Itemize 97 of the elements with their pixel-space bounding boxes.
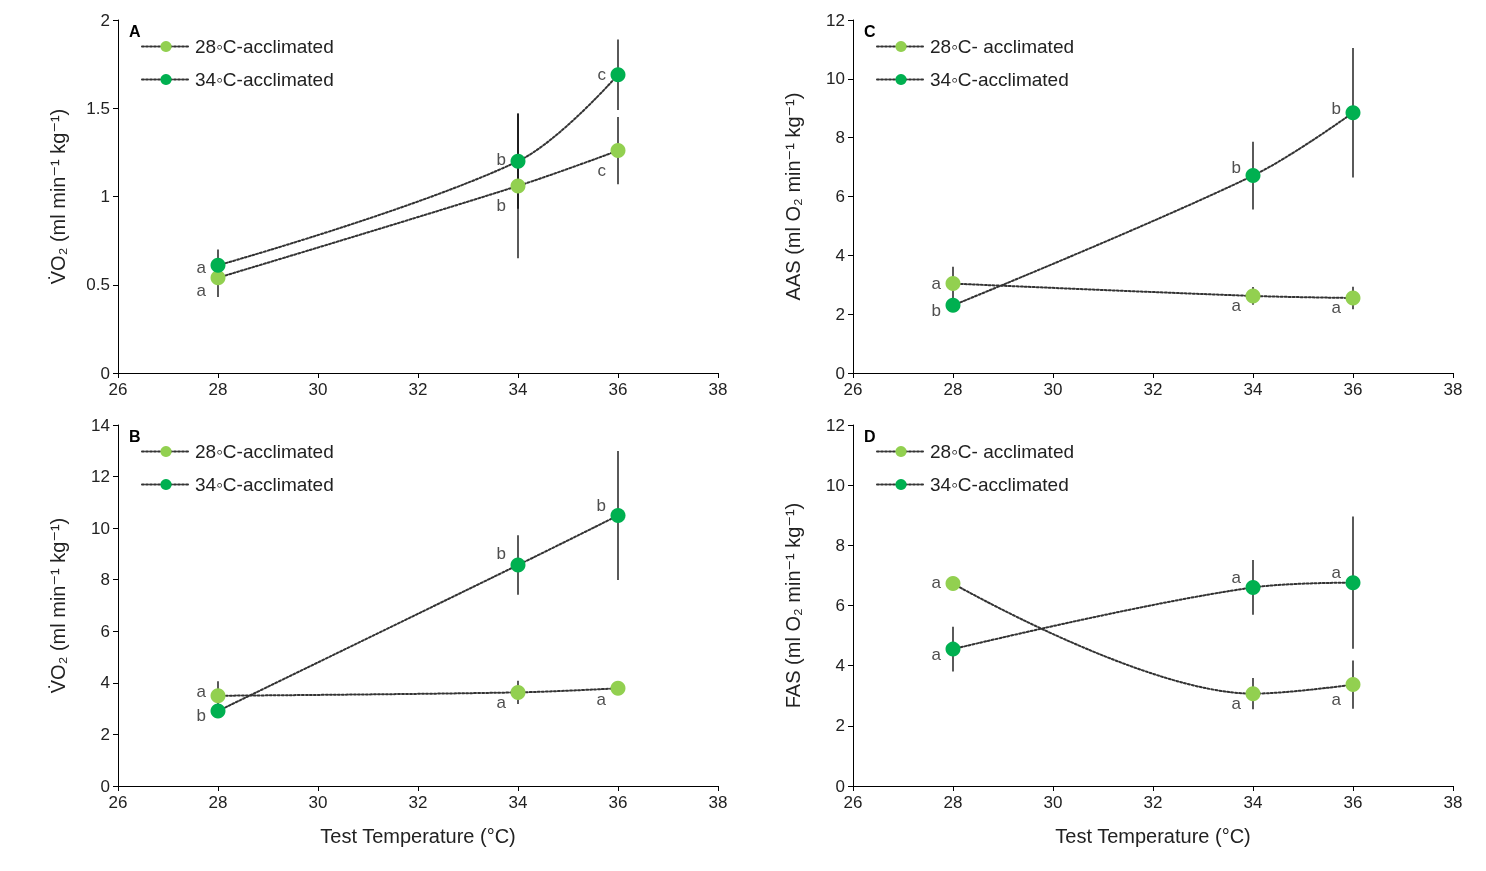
annotation: c: [597, 65, 607, 85]
x-tick-label: 30: [1043, 793, 1063, 812]
x-tick-label: 32: [408, 380, 428, 399]
chart-title: A: [129, 22, 141, 40]
y-tick-label: 10: [826, 475, 845, 495]
y-tick-label: 8: [835, 535, 845, 555]
legend-label: 28◦C-acclimated: [195, 441, 334, 462]
y-tick-label: 2: [100, 10, 110, 30]
x-tick-label: 36: [608, 793, 628, 812]
y-tick-label: 0.5: [86, 275, 110, 295]
x-tick-label: 26: [843, 380, 863, 399]
annotation: a: [196, 257, 207, 277]
x-tick-label: 32: [1143, 793, 1163, 812]
x-tick-label: 38: [708, 380, 728, 399]
y-tick-label: 12: [826, 415, 845, 435]
annotation: a: [931, 644, 942, 664]
y-tick-label: 14: [91, 415, 110, 435]
x-tick-label: 34: [1243, 793, 1263, 812]
x-tick-label: 26: [843, 793, 863, 812]
x-tick-label: 32: [408, 793, 428, 812]
x-tick-label: 26: [108, 793, 128, 812]
x-tick-label: 28: [208, 793, 228, 812]
legend-label: 34◦C-acclimated: [195, 474, 334, 495]
y-tick-label: 0: [835, 363, 845, 383]
y-tick-label: 1.5: [86, 98, 110, 118]
y-axis-title: V̇O₂ (ml min⁻¹ kg⁻¹): [47, 108, 69, 285]
x-tick-label: 34: [508, 380, 528, 399]
annotation: a: [1331, 562, 1342, 582]
x-tick-label: 38: [1443, 793, 1463, 812]
annotation: b: [496, 149, 506, 169]
y-axis-title: AAS (ml O₂ min⁻¹ kg⁻¹): [782, 92, 804, 301]
chart-title: D: [864, 427, 876, 445]
annotation: b: [596, 496, 606, 516]
x-axis-title: Test Temperature (°C): [1055, 825, 1251, 847]
y-tick-label: 6: [100, 621, 110, 641]
x-tick-label: 34: [508, 793, 528, 812]
x-axis-title: Test Temperature (°C): [320, 825, 516, 847]
x-tick-label: 30: [1043, 380, 1063, 399]
legend-label: 34◦C-acclimated: [195, 69, 334, 90]
y-tick-label: 10: [91, 518, 110, 538]
annotation: a: [1331, 690, 1342, 710]
y-tick-label: 2: [835, 716, 845, 736]
annotation: a: [931, 573, 942, 593]
x-tick-label: 30: [308, 793, 328, 812]
y-tick-label: 12: [826, 10, 845, 30]
x-tick-label: 32: [1143, 380, 1163, 399]
y-tick-label: 4: [835, 656, 845, 676]
x-tick-label: 38: [1443, 380, 1463, 399]
y-tick-label: 8: [835, 128, 845, 148]
legend-label: 34◦C-acclimated: [930, 474, 1069, 495]
y-axis-title: V̇O₂ (ml min⁻¹ kg⁻¹): [47, 517, 69, 694]
y-tick-label: 0: [835, 776, 845, 796]
y-tick-label: 0: [100, 776, 110, 796]
x-tick-label: 30: [308, 380, 328, 399]
x-tick-label: 36: [1343, 793, 1363, 812]
x-tick-label: 28: [943, 793, 963, 812]
x-tick-label: 28: [208, 380, 228, 399]
legend-label: 28◦C- acclimated: [930, 36, 1075, 57]
legend-label: 28◦C-acclimated: [195, 36, 334, 57]
annotation: a: [931, 274, 942, 294]
x-tick-label: 36: [608, 380, 628, 399]
legend-label: 34◦C-acclimated: [930, 69, 1069, 90]
y-tick-label: 12: [91, 467, 110, 487]
x-tick-label: 28: [943, 380, 963, 399]
y-tick-label: 6: [835, 596, 845, 615]
annotation: b: [931, 300, 941, 320]
annotation: b: [196, 705, 206, 725]
x-tick-label: 34: [1243, 380, 1263, 399]
chart-title: C: [864, 22, 876, 40]
x-tick-label: 38: [708, 793, 728, 812]
annotation: a: [196, 280, 207, 300]
annotation: b: [1231, 158, 1241, 178]
annotation: b: [1331, 98, 1341, 118]
x-tick-label: 36: [1343, 380, 1363, 399]
y-tick-label: 2: [835, 304, 845, 324]
y-tick-label: 6: [835, 187, 845, 206]
annotation: c: [597, 160, 607, 180]
annotation: b: [496, 195, 506, 215]
y-tick-label: 10: [826, 69, 845, 89]
annotation: a: [1231, 296, 1242, 316]
x-tick-label: 26: [108, 380, 128, 399]
annotation: a: [196, 681, 207, 701]
y-tick-label: 2: [100, 724, 110, 744]
annotation: a: [1231, 568, 1242, 588]
annotation: a: [496, 693, 507, 713]
y-tick-label: 1: [100, 187, 110, 206]
annotation: a: [596, 689, 607, 709]
y-tick-label: 0: [100, 363, 110, 383]
annotation: b: [496, 543, 506, 563]
legend-label: 28◦C- acclimated: [930, 441, 1075, 462]
y-tick-label: 4: [835, 245, 845, 265]
chart-title: B: [129, 427, 141, 445]
annotation: a: [1331, 298, 1342, 318]
y-tick-label: 8: [100, 570, 110, 590]
annotation: a: [1231, 694, 1242, 714]
y-axis-title: FAS (ml O₂ min⁻¹ kg⁻¹): [782, 502, 804, 709]
y-tick-label: 4: [100, 673, 110, 693]
